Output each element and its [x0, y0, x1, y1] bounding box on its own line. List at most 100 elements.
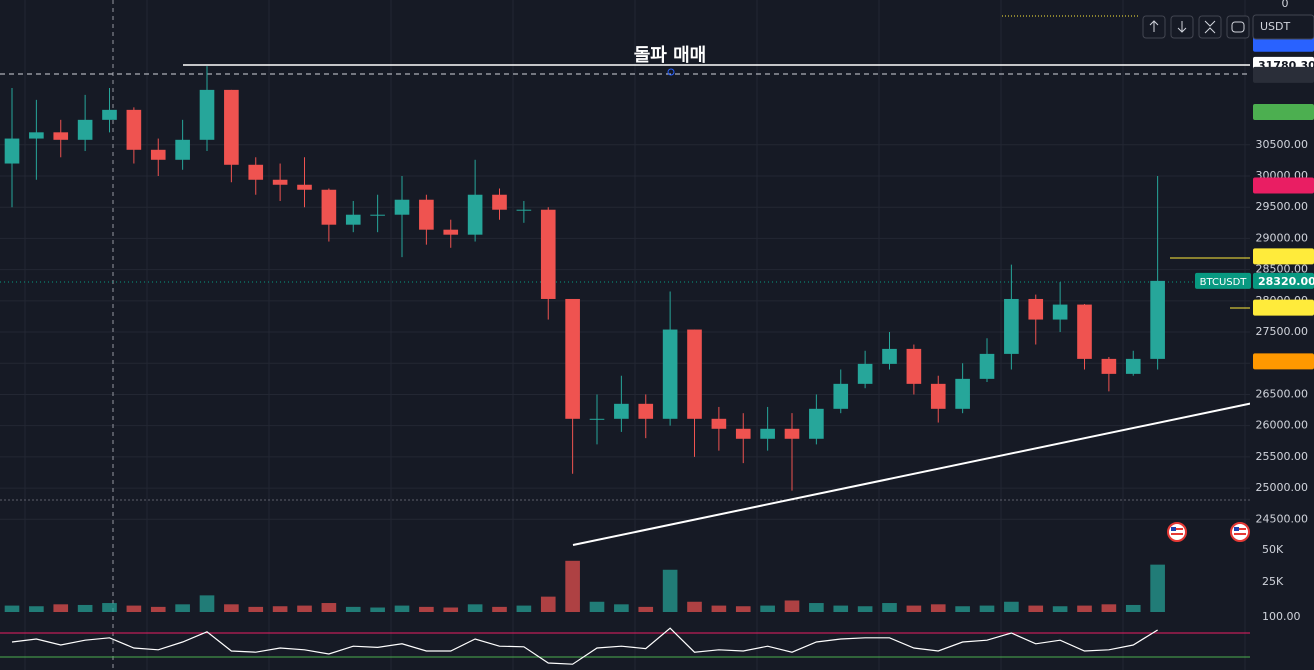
rsi-pane: [0, 614, 1253, 665]
annotation[interactable]: 돌파 매매: [634, 45, 707, 66]
currency-dropdown[interactable]: USDT: [1252, 14, 1314, 40]
y-tick-label: 29500.00: [1256, 200, 1309, 213]
volume-tick-label: 25K: [1262, 575, 1284, 588]
candle-body: [955, 378, 970, 409]
candle-body: [77, 119, 93, 140]
candle-body: [1004, 298, 1019, 354]
candle-body: [1077, 304, 1092, 359]
candle-body: [809, 408, 824, 439]
scroll-up-button[interactable]: [1142, 15, 1166, 39]
volume-bar: [4, 605, 20, 612]
volume-bar: [199, 595, 215, 612]
volume-bar: [370, 607, 385, 612]
price-label-box: [1253, 177, 1314, 194]
volume-bar: [687, 601, 702, 612]
volume-bar: [565, 560, 580, 612]
price-label-box: [1253, 353, 1314, 370]
candle-body: [4, 138, 20, 164]
candle-body: [492, 194, 507, 210]
candle-body: [1150, 280, 1165, 359]
volume-bar: [394, 605, 410, 612]
volume-bar: [1150, 564, 1165, 612]
volume-bar: [467, 604, 483, 612]
price-label-box: [1253, 66, 1314, 83]
candle-body: [614, 403, 629, 419]
candle-body: [760, 428, 775, 439]
volume-bar: [930, 604, 946, 612]
trend-line-drawing[interactable]: [572, 402, 1254, 546]
candle-body: [1028, 298, 1044, 320]
volume-bar: [735, 606, 751, 612]
candle-body: [1101, 358, 1117, 374]
candle-body: [394, 199, 410, 215]
volume-bar: [272, 606, 288, 612]
volume-bar: [419, 606, 434, 612]
volume-pane: [4, 547, 1253, 612]
volume-bar: [297, 605, 312, 612]
volume-bar: [662, 569, 678, 612]
volume-bar: [1125, 604, 1141, 612]
volume-bar: [955, 606, 970, 612]
collapse-button[interactable]: [1198, 15, 1222, 39]
candle-body: [540, 209, 556, 299]
volume-bar: [809, 603, 824, 612]
y-tick-label: 25500.00: [1256, 450, 1309, 463]
top-label: 0: [1282, 0, 1289, 10]
volume-bar: [150, 606, 166, 612]
currency-label[interactable]: USDT: [1260, 20, 1291, 33]
rsi-line: [11, 627, 1158, 665]
volume-bar: [614, 604, 629, 612]
y-tick-label: 29000.00: [1256, 231, 1309, 244]
volume-bar: [882, 603, 897, 612]
y-tick-label: 30500.00: [1256, 138, 1309, 151]
y-tick-label: 28500.00: [1256, 263, 1309, 276]
candle-body: [199, 89, 215, 140]
y-tick-label: 26000.00: [1256, 419, 1309, 432]
volume-bar: [1028, 605, 1044, 612]
reset-button[interactable]: [1226, 15, 1250, 39]
candle-body: [638, 403, 654, 419]
y-tick-label: 24500.00: [1256, 512, 1309, 525]
volume-bar: [77, 604, 93, 612]
volume-bar: [1101, 604, 1117, 612]
volume-bar: [906, 605, 922, 612]
candle-body: [321, 189, 337, 225]
volume-bar: [126, 605, 142, 612]
candle-body: [711, 418, 727, 429]
candle-body: [297, 184, 312, 190]
anchor-point[interactable]: [667, 68, 675, 76]
candle-body: [370, 214, 385, 216]
volume-bar: [224, 604, 239, 612]
candles: [4, 66, 1165, 491]
candle-body: [467, 194, 483, 235]
candle-body: [29, 132, 44, 139]
y-tick-label: 25000.00: [1256, 481, 1309, 494]
volume-tick-label: 50K: [1262, 543, 1284, 556]
candle-body: [979, 353, 995, 379]
horizontal-grid: [0, 144, 1250, 520]
volume-bar: [175, 604, 190, 612]
volume-bar: [979, 605, 995, 612]
event-icon[interactable]: [1230, 522, 1250, 542]
candle-body: [345, 214, 361, 225]
candle-body: [930, 383, 946, 409]
y-tick-label: 27500.00: [1256, 325, 1309, 338]
volume-bar: [784, 600, 800, 612]
candle-body: [735, 428, 751, 439]
candle-body: [443, 229, 459, 235]
toolbar: USDT: [1142, 14, 1314, 40]
event-icon[interactable]: [1167, 522, 1187, 542]
volume-bar: [53, 604, 69, 612]
scroll-down-button[interactable]: [1170, 15, 1194, 39]
candle-body: [102, 109, 117, 120]
candle-body: [784, 428, 800, 439]
candle-body: [857, 363, 873, 384]
candle-body: [516, 209, 532, 211]
volume-bar: [516, 605, 532, 612]
volume-bar: [443, 607, 459, 612]
vertical-grid: [24, 0, 1246, 670]
